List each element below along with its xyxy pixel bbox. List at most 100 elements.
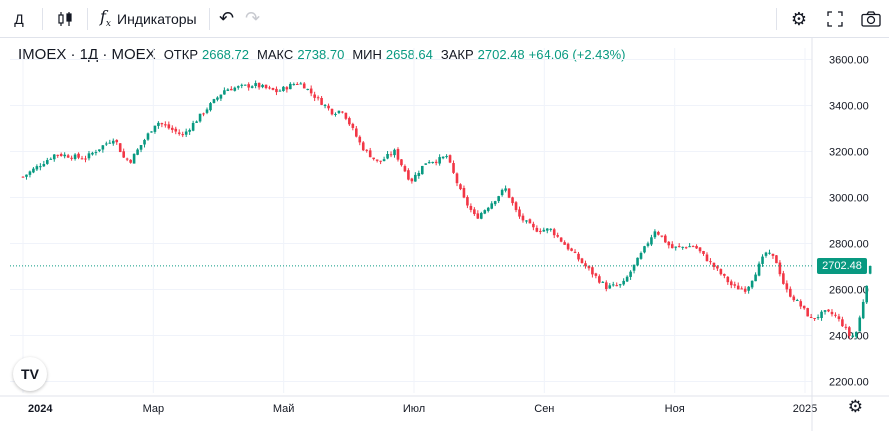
high-label: МАКС xyxy=(256,47,294,62)
redo-icon[interactable]: ↷ xyxy=(245,8,261,28)
candle-body xyxy=(344,112,348,119)
candle-body xyxy=(316,97,320,99)
candle-body xyxy=(441,156,445,159)
candle-body xyxy=(587,265,591,269)
indicators-label: Индикаторы xyxy=(117,10,197,27)
candle-body xyxy=(841,319,844,327)
candle-body xyxy=(594,273,598,276)
candle-body xyxy=(657,231,660,235)
candle-body xyxy=(511,197,514,204)
candle-body xyxy=(91,152,94,155)
candles-icon[interactable] xyxy=(47,0,83,38)
y-tick-label: 3200.00 xyxy=(829,147,869,159)
candle-body xyxy=(309,88,313,94)
x-tick-label: Май xyxy=(273,403,295,415)
candle-body xyxy=(52,154,56,160)
candle-body xyxy=(455,173,459,184)
candle-body xyxy=(598,276,601,283)
candle-body xyxy=(327,105,330,109)
candle-body xyxy=(445,156,448,158)
candle-body xyxy=(136,149,139,155)
candle-body xyxy=(726,276,730,283)
candle-body xyxy=(851,335,855,337)
fullscreen-icon[interactable] xyxy=(817,0,853,38)
candle-body xyxy=(372,157,375,160)
candle-body xyxy=(719,269,723,275)
toolbar-divider xyxy=(87,7,88,30)
candle-body xyxy=(848,327,851,337)
candle-body xyxy=(480,213,483,219)
x-tick-label: 2025 xyxy=(793,403,817,415)
candle-body xyxy=(427,162,431,164)
candle-body xyxy=(830,311,834,315)
candle-body xyxy=(87,153,91,159)
candle-body xyxy=(736,285,740,290)
candle-body xyxy=(643,246,646,253)
candle-body xyxy=(827,309,830,312)
gear-icon[interactable]: ⚙ xyxy=(790,8,808,29)
candle-body xyxy=(21,176,25,178)
candle-body xyxy=(563,242,566,245)
candle-body xyxy=(431,161,434,163)
candle-body xyxy=(164,124,167,126)
candle-body xyxy=(573,251,577,253)
candle-body xyxy=(59,154,63,157)
candle-body xyxy=(792,296,796,301)
price-chart[interactable]: 3600.00 3400.00 3200.00 3000.00 2800.00 2600.… xyxy=(0,38,889,431)
candle-body xyxy=(636,257,639,266)
candle-body xyxy=(615,285,619,287)
candle-body xyxy=(302,83,306,89)
camera-icon[interactable] xyxy=(853,0,889,38)
candle-body xyxy=(604,282,608,290)
candle-body xyxy=(473,209,476,215)
candle-body xyxy=(854,331,858,337)
x-tick-label: Сен xyxy=(534,403,554,415)
top-toolbar: Д fx Индикаторы ↶ ↷ ⚙ xyxy=(0,0,889,38)
toolbar-divider xyxy=(776,8,777,30)
candle-body xyxy=(42,164,46,167)
fx-icon: fx xyxy=(100,7,111,30)
candle-body xyxy=(632,264,636,271)
candle-body xyxy=(497,196,500,202)
gear-icon[interactable]: ⚙ xyxy=(847,397,863,416)
candle-body xyxy=(257,82,261,88)
undo-icon[interactable]: ↶ xyxy=(219,8,235,28)
candle-body xyxy=(365,149,369,151)
candle-body xyxy=(205,109,209,113)
candle-body xyxy=(351,123,355,128)
candle-body xyxy=(705,254,709,262)
candle-body xyxy=(292,84,296,86)
candle-body xyxy=(122,151,125,158)
y-tick-label: 2800.00 xyxy=(829,239,869,251)
candle-body xyxy=(552,229,556,236)
close-value: 2702.48 xyxy=(477,47,525,62)
candle-body xyxy=(181,134,185,136)
candle-body xyxy=(153,125,157,132)
tradingview-logo[interactable]: TV xyxy=(13,357,47,391)
candle-body xyxy=(639,252,643,259)
candle-body xyxy=(46,160,49,164)
candle-body xyxy=(483,210,487,214)
candle-body xyxy=(545,228,549,231)
candle-body xyxy=(528,219,532,224)
interval-button[interactable]: Д xyxy=(14,10,24,27)
candle-body xyxy=(389,154,393,156)
candle-body xyxy=(712,262,716,268)
candle-body xyxy=(271,88,275,90)
candle-body xyxy=(407,170,410,180)
indicators-button[interactable]: fx Индикаторы xyxy=(92,0,205,38)
candle-body xyxy=(434,161,438,164)
candle-body xyxy=(230,88,233,91)
candle-body xyxy=(677,246,681,248)
y-tick-label: 3000.00 xyxy=(829,193,869,205)
candle-body xyxy=(275,88,278,93)
candle-body xyxy=(403,166,407,172)
symbol-title[interactable]: IMOEX · 1Д · MOEX xyxy=(18,46,156,63)
candle-body xyxy=(375,159,379,161)
candle-body xyxy=(625,276,629,282)
candle-body xyxy=(132,153,136,164)
candle-body xyxy=(816,317,820,319)
candle-body xyxy=(28,171,32,175)
candle-body xyxy=(584,263,587,267)
candle-body xyxy=(216,97,219,100)
